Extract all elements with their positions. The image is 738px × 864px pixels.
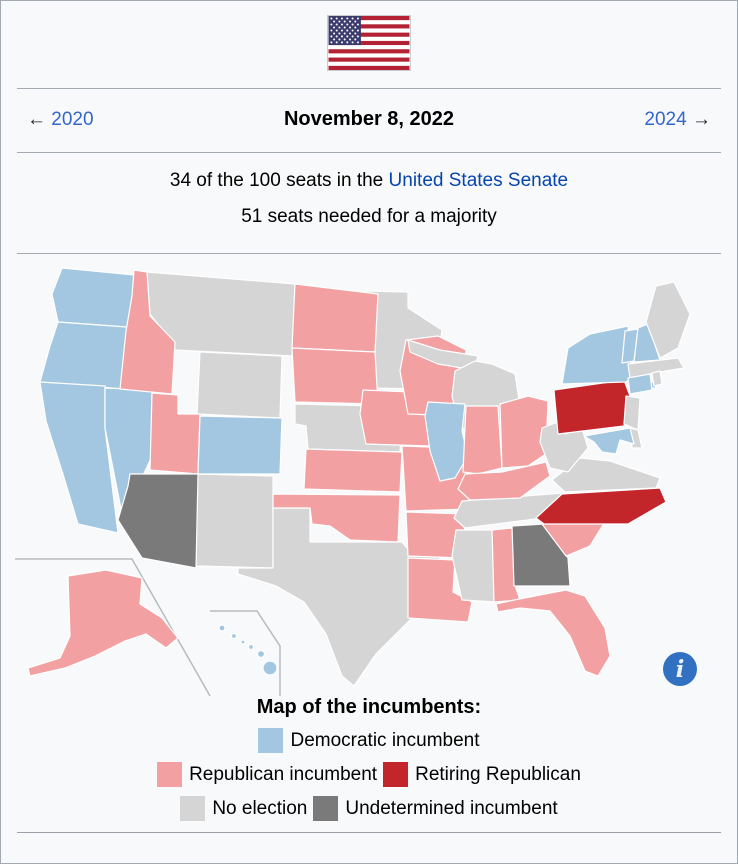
info-icon[interactable]: i [663, 652, 697, 686]
election-date: November 8, 2022 [283, 108, 455, 130]
state-NC [535, 487, 667, 525]
flag-container [1, 15, 737, 75]
incumbents-map-block: i Map of the incumbents: Democratic incu… [1, 256, 737, 821]
legend-item-ret: Retiring Republican [383, 762, 581, 787]
state-CT [627, 373, 653, 395]
state-HI [230, 632, 238, 640]
seats-text: 34 of the 100 seats in the [169, 170, 389, 191]
state-UT [149, 392, 201, 475]
divider [17, 88, 721, 89]
state-IN [462, 405, 503, 475]
state-MS [451, 529, 497, 603]
us-map[interactable] [10, 256, 730, 696]
divider [17, 152, 721, 153]
state-PA [553, 379, 631, 435]
state-RI [651, 370, 663, 387]
state-MD [583, 427, 635, 455]
legend-item-rep: Republican incumbent [157, 762, 377, 787]
next-year-link[interactable]: 2024 [644, 108, 687, 130]
state-GA [511, 523, 571, 587]
state-WY [196, 351, 283, 419]
legend-item-und: Undetermined incumbent [313, 796, 558, 821]
state-HI [262, 660, 278, 676]
year-navigation: ← 2020 November 8, 2022 2024 → [1, 89, 737, 152]
inset-border-line [15, 558, 211, 696]
state-KS [303, 448, 403, 493]
state-ND [291, 283, 379, 353]
state-HI [218, 624, 226, 632]
state-KY [457, 461, 551, 501]
legend-swatch-none [180, 796, 206, 821]
legend-label-und: Undetermined incumbent [345, 797, 558, 819]
prev-year-link[interactable]: 2020 [51, 108, 94, 130]
legend-label-none: No election [212, 797, 308, 819]
legend-label-rep: Republican incumbent [189, 763, 378, 785]
state-MA [627, 357, 685, 379]
state-AK [27, 569, 179, 677]
state-HI [247, 643, 255, 651]
state-HI [240, 639, 246, 645]
bottom-divider [17, 832, 721, 833]
state-AZ [117, 473, 199, 569]
legend-swatch-ret [383, 762, 409, 787]
seats-line: 34 of the 100 seats in the United States… [1, 163, 737, 199]
legend-swatch-dem [258, 728, 284, 753]
senate-link[interactable]: United States Senate [388, 170, 569, 191]
prev-election: ← 2020 [27, 109, 94, 131]
state-IL [424, 401, 469, 482]
inset-border-line [210, 610, 281, 696]
next-election: 2024 → [644, 109, 711, 131]
us-flag-icon[interactable] [327, 15, 411, 71]
state-NJ [623, 395, 641, 431]
legend-row: Democratic incumbent [1, 728, 737, 753]
state-ME [645, 281, 691, 359]
state-NM [195, 473, 274, 569]
legend-label-ret: Retiring Republican [415, 763, 581, 785]
legend-label-dem: Democratic incumbent [290, 729, 480, 751]
legend-title: Map of the incumbents: [256, 696, 482, 718]
left-arrow-icon: ← [27, 108, 46, 130]
state-NY [561, 325, 633, 385]
map-legend: Democratic incumbent Republican incumbent… [1, 728, 737, 821]
right-arrow-icon: → [691, 108, 711, 130]
divider [17, 253, 721, 254]
state-OK [272, 493, 401, 543]
legend-swatch-rep [157, 762, 183, 787]
state-FL [495, 589, 611, 677]
state-CO [197, 415, 283, 475]
majority-line: 51 seats needed for a majority [241, 206, 497, 227]
legend-row: No election Undetermined incumbent [1, 796, 737, 821]
seats-summary: 34 of the 100 seats in the United States… [1, 153, 737, 253]
legend-item-none: No election [180, 796, 307, 821]
legend-row: Republican incumbent Retiring Republican [1, 762, 737, 787]
state-OH [499, 395, 549, 469]
legend-swatch-und [313, 796, 339, 821]
legend-item-dem: Democratic incumbent [258, 728, 480, 753]
state-HI [256, 649, 266, 659]
